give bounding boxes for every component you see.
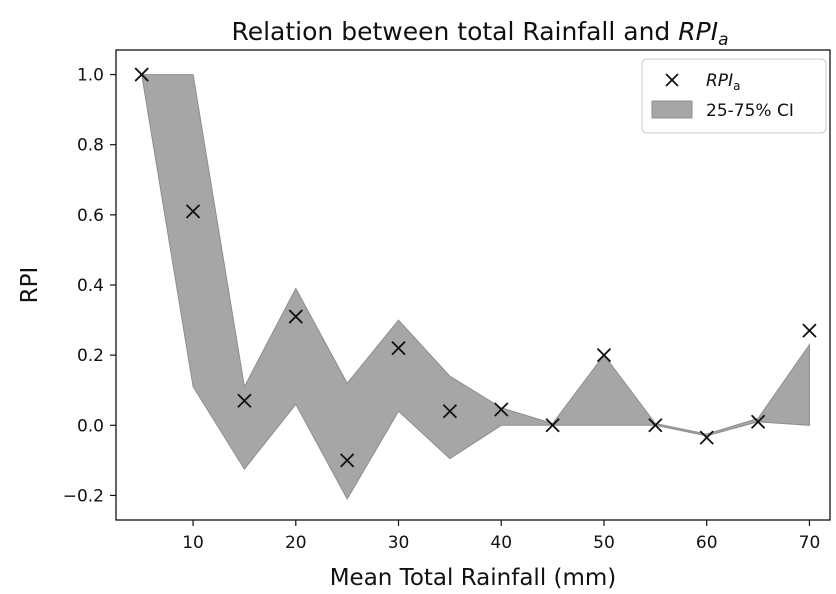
legend-marker-label: RPIa <box>706 71 740 93</box>
legend: RPIa 25-75% CI <box>641 58 827 134</box>
x-tick-label: 20 <box>285 533 307 553</box>
x-axis-label: Mean Total Rainfall (mm) <box>330 565 617 591</box>
data-point <box>545 418 560 433</box>
y-tick-label: 0.0 <box>77 416 104 436</box>
x-tick-label: 10 <box>182 533 204 553</box>
y-tick-label: 0.4 <box>77 276 104 296</box>
data-point <box>648 418 663 433</box>
data-point <box>750 414 766 429</box>
y-tick-label: 0.2 <box>77 346 104 366</box>
legend-marker-icon <box>665 73 679 87</box>
y-axis: −0.2 0.0 0.2 0.4 0.6 0.8 1.0 <box>63 66 116 506</box>
x-tick-label: 50 <box>593 533 615 553</box>
data-point <box>340 453 355 468</box>
data-point <box>185 204 201 219</box>
y-tick-label: −0.2 <box>63 486 104 506</box>
data-point <box>596 348 612 363</box>
scatter-markers <box>134 67 817 468</box>
y-tick-label: 0.6 <box>77 206 104 226</box>
data-point <box>391 340 406 356</box>
x-tick-label: 60 <box>696 533 718 553</box>
data-point <box>288 309 303 324</box>
legend-box <box>641 58 827 134</box>
legend-band-swatch <box>651 100 693 119</box>
legend-band-label: 25-75% CI <box>706 101 794 121</box>
data-point <box>134 67 149 82</box>
y-tick-label: 0.8 <box>77 136 104 156</box>
confidence-band <box>141 74 810 501</box>
data-point <box>237 393 252 408</box>
data-point <box>802 323 817 338</box>
data-point <box>494 402 509 417</box>
y-axis-label: RPI <box>17 267 43 304</box>
x-tick-label: 30 <box>388 533 410 553</box>
x-tick-label: 40 <box>490 533 512 553</box>
x-tick-label: 70 <box>799 533 821 553</box>
y-tick-label: 1.0 <box>77 66 104 86</box>
data-point <box>699 430 714 445</box>
data-point <box>442 404 458 419</box>
x-axis: 10 20 30 40 50 60 70 <box>182 520 820 553</box>
chart-title: Relation between total Rainfall and RPIa <box>231 17 728 50</box>
